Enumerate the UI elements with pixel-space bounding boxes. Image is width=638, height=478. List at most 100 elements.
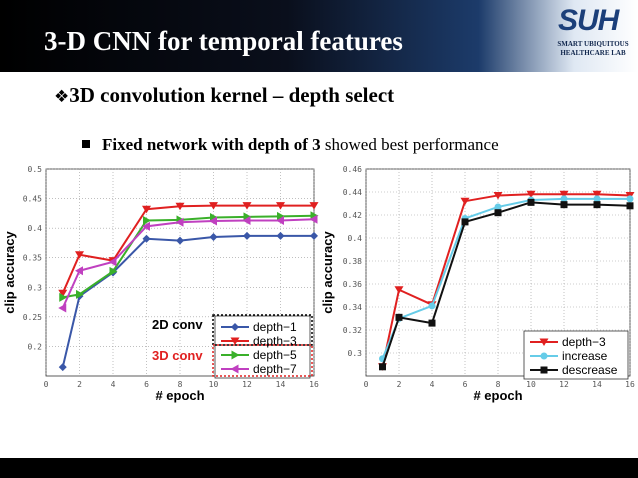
x-tick-label: 0	[44, 380, 49, 389]
x-tick-label: 2	[397, 380, 402, 389]
point-depth-1	[142, 234, 151, 243]
point-depth-5	[277, 211, 285, 221]
point-descrease	[428, 319, 436, 327]
series-descrease	[379, 198, 634, 371]
y-tick-label: 0.42	[343, 211, 362, 220]
point-descrease	[560, 201, 568, 209]
point-depth-3	[276, 202, 285, 210]
x-tick-label: 6	[144, 380, 149, 389]
point-depth-7	[108, 257, 117, 267]
series-depth-1	[58, 231, 318, 372]
point-depth-3	[526, 190, 536, 199]
logo-sub-line-1: SMART UBIQUITOUS	[557, 40, 629, 48]
point-descrease	[593, 201, 601, 209]
slide-title: 3-D CNN for temporal features	[44, 26, 403, 56]
x-tick-label: 10	[209, 380, 219, 389]
x-tick-label: 12	[559, 380, 569, 389]
point-depth-3	[309, 202, 319, 210]
legend-label-descrease: descrease	[562, 363, 618, 377]
point-depth-3	[75, 251, 84, 259]
point-increase	[626, 195, 634, 203]
legend-marker-depth-3	[539, 338, 549, 346]
point-depth-1	[276, 231, 285, 240]
x-tick-label: 4	[111, 380, 116, 389]
series-depth-7	[58, 214, 318, 313]
point-depth-7	[142, 221, 150, 231]
point-depth-3	[142, 205, 151, 214]
bullet-rest-text: showed best performance	[320, 135, 499, 154]
bullet-point: Fixed network with depth of 3 showed bes…	[82, 135, 499, 155]
y-tick-label: 0.32	[343, 326, 362, 335]
point-depth-1	[243, 231, 251, 240]
point-depth-3	[493, 191, 503, 200]
x-tick-label: 12	[242, 380, 252, 389]
x-axis-label: # epoch	[473, 388, 522, 403]
point-depth-3	[394, 286, 404, 294]
point-descrease	[395, 313, 403, 321]
x-tick-label: 16	[309, 380, 319, 389]
point-descrease	[461, 218, 469, 226]
x-tick-label: 0	[364, 380, 369, 389]
2d-conv-group-box	[212, 314, 313, 346]
y-tick-label: 0.5	[28, 165, 43, 174]
legend-label-depth-3: depth−3	[253, 334, 297, 348]
point-depth-7	[58, 303, 67, 313]
point-depth-5	[109, 266, 118, 276]
y-tick-label: 0.35	[23, 254, 42, 263]
legend-label-depth-3: depth−3	[562, 335, 606, 349]
x-tick-label: 8	[496, 380, 501, 389]
point-increase	[494, 203, 502, 211]
point-depth-3	[209, 202, 218, 210]
kernel-schedule-chart: 0 2 4 6 8 10 12 14 16 0.3 0.32 0.34 0.36 0.38 0.4 0.42 0…	[320, 165, 635, 403]
legend-marker-descrease	[540, 366, 548, 374]
section-heading: ❖3D convolution kernel – depth select	[54, 83, 394, 108]
point-descrease	[626, 202, 634, 210]
slide-header: 3-D CNN for temporal features SUH SMART …	[0, 0, 638, 72]
point-depth-1	[209, 233, 218, 242]
point-depth-3	[592, 190, 602, 199]
point-descrease	[494, 209, 502, 217]
y-axis-label: clip accuracy	[320, 231, 335, 314]
legend-marker-increase	[540, 352, 548, 360]
x-tick-label: 8	[178, 380, 183, 389]
x-tick-label: 2	[77, 380, 82, 389]
point-depth-3	[460, 197, 470, 206]
legend-marker-depth-5	[231, 350, 240, 360]
point-depth-3	[242, 202, 252, 210]
point-depth-5	[143, 215, 151, 225]
point-depth-3	[559, 190, 569, 199]
y-tick-label: 0.3	[28, 283, 43, 292]
y-tick-label: 0.4	[348, 234, 363, 243]
y-tick-label: 0.3	[348, 349, 363, 358]
y-tick-label: 0.45	[23, 195, 42, 204]
bullet-bold-text: Fixed network with depth of 3	[102, 135, 321, 154]
point-increase	[593, 195, 601, 203]
y-tick-label: 0.34	[343, 303, 362, 312]
square-bullet-icon	[82, 140, 90, 148]
logo-subtitle: SMART UBIQUITOUS HEALTHCARE LAB	[550, 40, 636, 58]
point-depth-1	[176, 236, 184, 245]
point-depth-1	[58, 363, 67, 372]
x-tick-label: 10	[526, 380, 536, 389]
section-heading-text: 3D convolution kernel – depth select	[69, 83, 395, 107]
point-depth-5	[59, 292, 68, 302]
y-tick-label: 0.2	[28, 342, 43, 351]
point-depth-7	[276, 215, 284, 225]
x-tick-label: 6	[463, 380, 468, 389]
point-depth-7	[175, 217, 184, 227]
x-tick-label: 14	[276, 380, 286, 389]
y-tick-label: 0.25	[23, 313, 42, 322]
point-increase	[560, 195, 568, 203]
2d-conv-annotation: 2D conv	[152, 317, 203, 332]
legend-marker-depth-3	[230, 337, 240, 345]
x-tick-label: 14	[592, 380, 602, 389]
depth-comparison-chart: 0 2 4 6 8 10 12 14 16 0.2 0.25 0.3 0.35 0.4 0.45 0.5 # e…	[2, 165, 319, 403]
x-tick-label: 16	[625, 380, 635, 389]
lab-logo: SUH SMART UBIQUITOUS HEALTHCARE LAB	[548, 4, 634, 66]
diamond-bullet-icon: ❖	[54, 87, 70, 107]
point-depth-3	[175, 202, 185, 211]
legend-label-depth-1: depth−1	[253, 320, 297, 334]
3d-conv-annotation: 3D conv	[152, 348, 203, 363]
point-descrease	[379, 363, 386, 371]
logo-sub-line-2: HEALTHCARE LAB	[560, 49, 626, 57]
